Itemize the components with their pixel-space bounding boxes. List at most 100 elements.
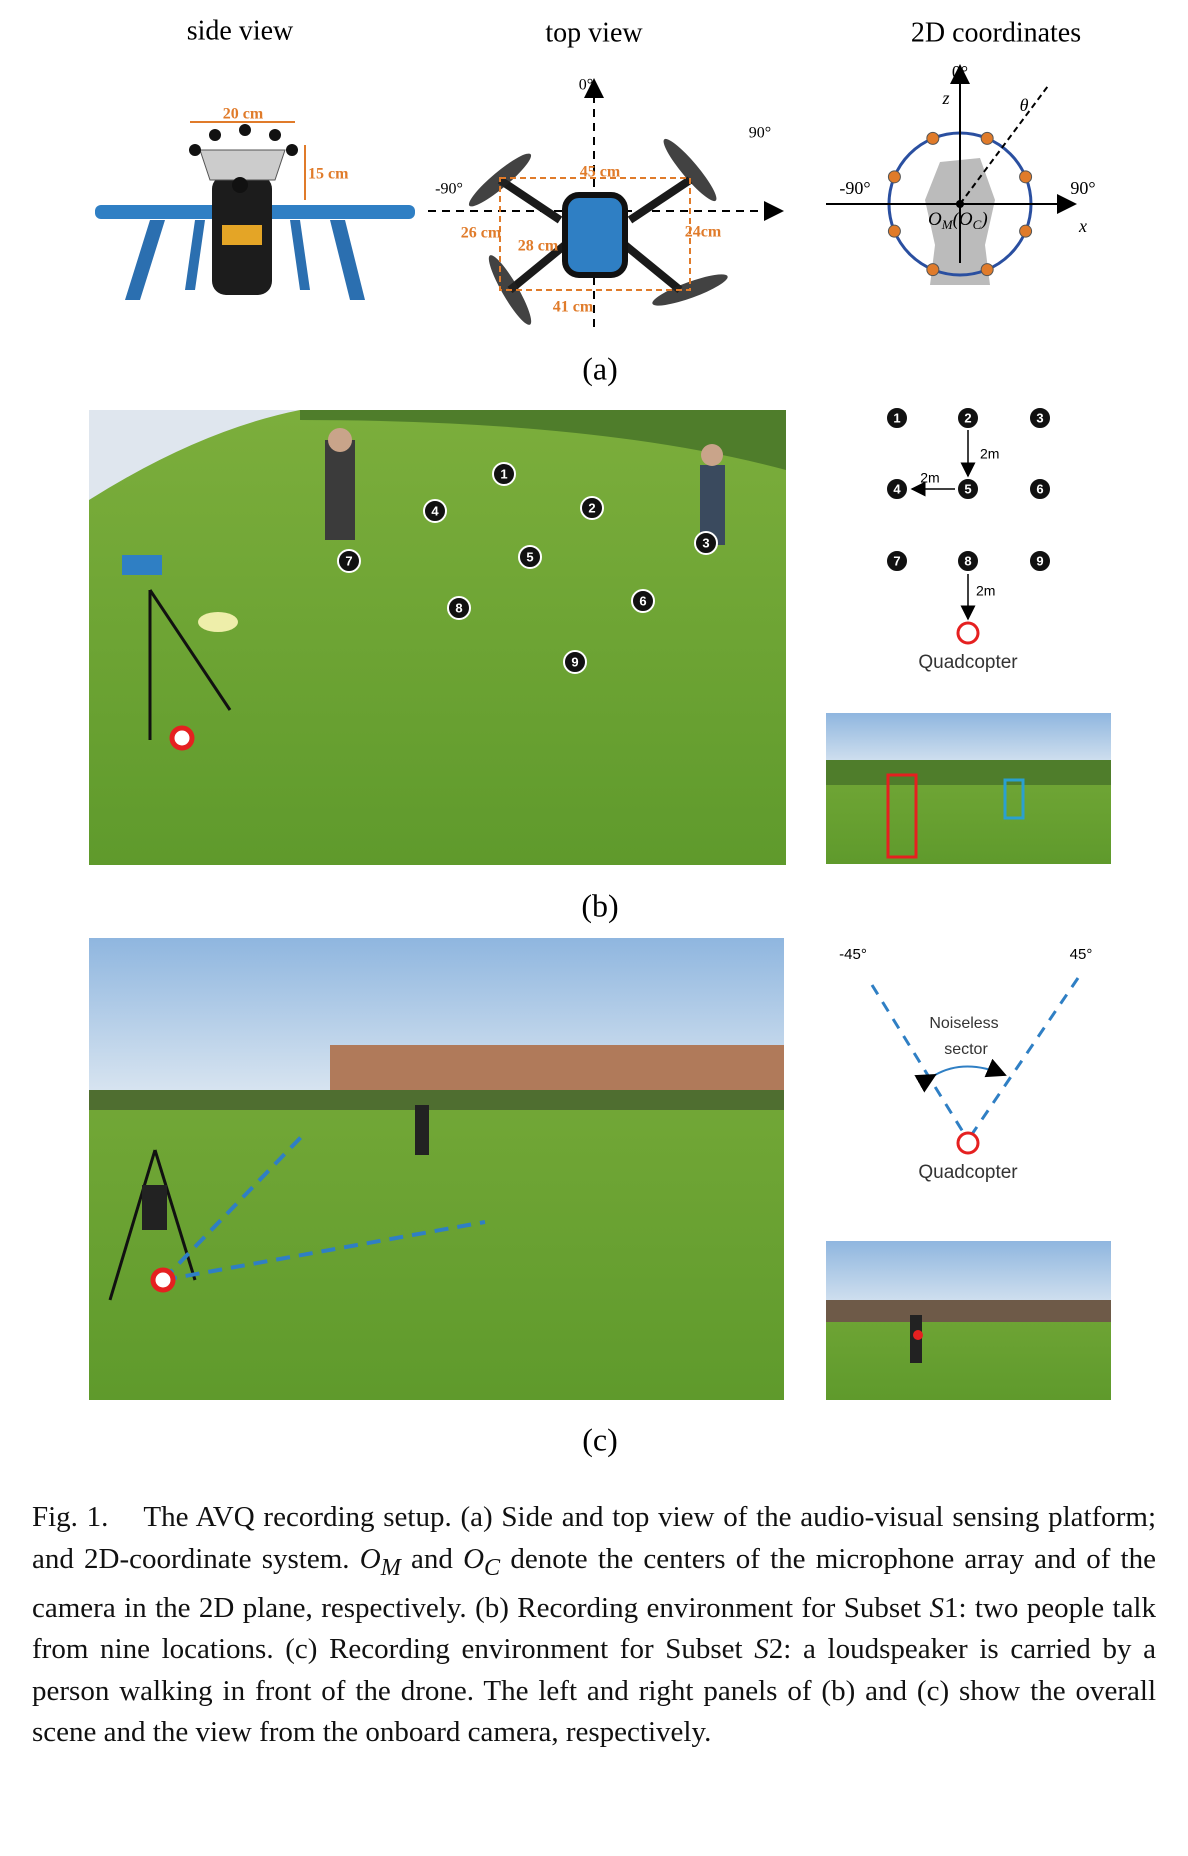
caption-math: O xyxy=(359,1542,381,1575)
caption-math: S xyxy=(929,1591,944,1624)
caption-math: O xyxy=(463,1542,485,1575)
location-marker xyxy=(885,549,909,573)
caption-text: The AVQ recording setup. (a) Side and to… xyxy=(32,1501,1157,1575)
angle-label: -90° xyxy=(435,181,463,198)
location-marker xyxy=(1028,406,1052,430)
panel-title: top view xyxy=(545,17,643,48)
caption-text: 2: a loudspeaker is carried by a person … xyxy=(32,1633,1157,1749)
origin-subscript: M xyxy=(941,217,954,232)
location-marker xyxy=(337,549,361,573)
distance-label: 2m xyxy=(976,583,995,599)
panel-title: side view xyxy=(187,15,294,46)
origin-symbol: (O xyxy=(953,209,973,230)
figure: side view top view 2D coordinates 20 cm … xyxy=(89,15,1111,1457)
location-marker xyxy=(885,406,909,430)
panel-label: (c) xyxy=(582,1421,618,1457)
location-number: 1 xyxy=(500,466,507,481)
distance-label: 2m xyxy=(980,446,999,462)
grid-arrows xyxy=(910,430,976,621)
location-number: 6 xyxy=(1036,481,1043,496)
location-number: 4 xyxy=(431,503,439,518)
angle-label: 45° xyxy=(1070,946,1093,963)
figure-caption: Fig. 1. The AVQ recording setup. (a) Sid… xyxy=(32,1497,1156,1754)
location-marker xyxy=(1028,549,1052,573)
location-number: 6 xyxy=(639,593,646,608)
quadcopter-label: Quadcopter xyxy=(918,652,1018,673)
scene-photo xyxy=(89,410,786,865)
location-number: 2 xyxy=(964,410,971,425)
axis-label: x xyxy=(1078,216,1087,236)
quadcopter-marker xyxy=(956,1131,980,1155)
quadcopter-marker xyxy=(150,1267,176,1293)
location-marker xyxy=(631,589,655,613)
microphone-dot xyxy=(887,224,901,238)
location-marker xyxy=(694,531,718,555)
location-marker xyxy=(447,596,471,620)
location-number: 2 xyxy=(588,500,595,515)
location-number: 8 xyxy=(455,600,462,615)
location-number: 5 xyxy=(526,549,533,564)
origin-subscript: C xyxy=(973,217,982,232)
caption-math: C xyxy=(484,1553,501,1581)
location-marker xyxy=(492,462,516,486)
location-marker xyxy=(563,650,587,674)
origin-symbol: O xyxy=(928,209,942,230)
angle-label: -45° xyxy=(839,946,867,963)
quadcopter-marker xyxy=(169,725,195,751)
side-view-drone xyxy=(95,121,415,300)
panel-title: 2D coordinates xyxy=(911,17,1081,48)
top-view-drone xyxy=(428,78,784,327)
angle-label: 90° xyxy=(1070,178,1095,198)
location-marker xyxy=(956,549,980,573)
angle-label: 0° xyxy=(579,77,593,94)
quadcopter-marker xyxy=(956,621,980,645)
location-number: 1 xyxy=(893,410,900,425)
dimension-label: 24cm xyxy=(685,224,722,241)
location-number: 9 xyxy=(571,654,578,669)
dimension-label: 41 cm xyxy=(553,299,594,316)
location-number: 7 xyxy=(345,553,352,568)
microphone-dot xyxy=(980,131,994,145)
location-marker xyxy=(580,496,604,520)
onboard-photo xyxy=(826,713,1111,864)
location-number: 8 xyxy=(964,553,971,568)
dimension-label: 26 cm xyxy=(461,225,502,242)
microphone-dot xyxy=(926,263,940,277)
location-marker xyxy=(423,499,447,523)
location-marker xyxy=(885,477,909,501)
location-marker xyxy=(518,545,542,569)
origin-label: OM(OC) xyxy=(928,209,988,232)
coordinate-diagram xyxy=(826,64,1077,285)
scene-photo xyxy=(89,938,784,1400)
panel-label: (b) xyxy=(581,887,618,923)
axis-label: z xyxy=(941,88,949,108)
caption-math: M xyxy=(380,1553,401,1581)
sector-label: Noiseless xyxy=(929,1015,998,1032)
dimension-label: 15 cm xyxy=(308,166,349,183)
microphone-dot xyxy=(980,263,994,277)
caption-label: Fig. 1. xyxy=(32,1501,109,1533)
dimension-label: 28 cm xyxy=(518,238,559,255)
quadcopter-label: Quadcopter xyxy=(918,1162,1018,1183)
location-number: 9 xyxy=(1036,553,1043,568)
caption-math: S xyxy=(754,1633,769,1666)
sector-label: sector xyxy=(944,1041,988,1058)
dimension-label: 20 cm xyxy=(223,106,264,123)
location-number: 3 xyxy=(1036,410,1043,425)
location-number: 5 xyxy=(964,481,971,496)
angle-label: 90° xyxy=(749,125,771,142)
caption-text: denote the centers of the microphone arr… xyxy=(32,1542,1156,1624)
angle-label: 0° xyxy=(952,62,968,82)
microphone-dot xyxy=(887,170,901,184)
microphone-dot xyxy=(926,131,940,145)
location-number: 7 xyxy=(893,553,900,568)
location-marker xyxy=(956,477,980,501)
origin-symbol: ) xyxy=(980,209,987,230)
microphone-dot xyxy=(1019,224,1033,238)
onboard-photo xyxy=(826,1241,1111,1400)
microphone-dot xyxy=(1019,170,1033,184)
caption-text: and xyxy=(400,1542,464,1575)
angle-label: θ xyxy=(1020,95,1029,115)
location-number: 4 xyxy=(893,481,901,496)
